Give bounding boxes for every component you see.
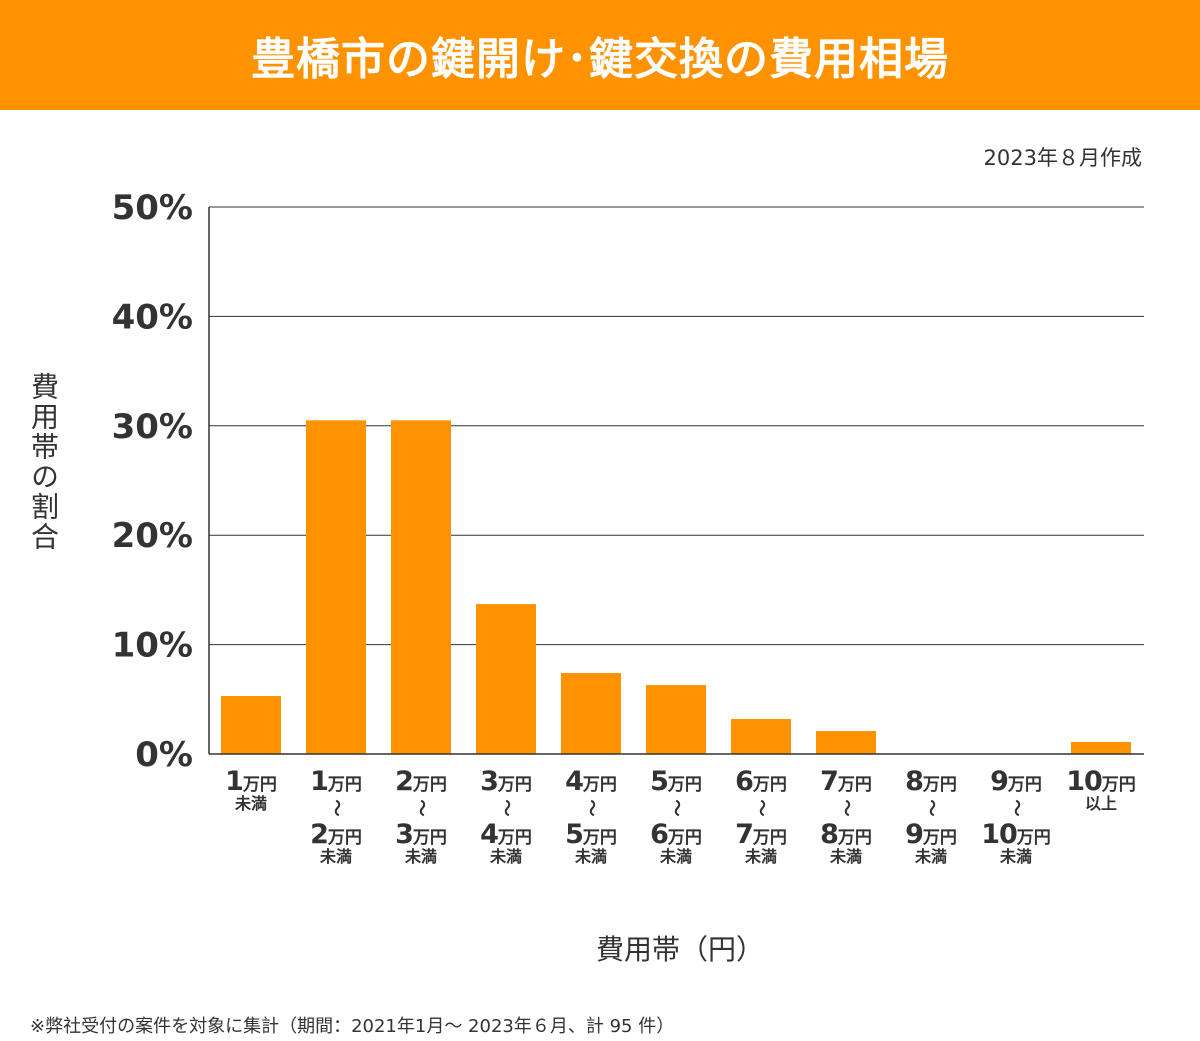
bar	[561, 673, 621, 754]
tick-unit: 万円	[667, 775, 702, 795]
tick-number: 8	[905, 766, 924, 797]
tick-suffix: 未満	[999, 847, 1032, 866]
tick-unit: 万円	[667, 828, 702, 848]
tick-number: 9	[990, 766, 1009, 797]
tick-unit: 万円	[752, 828, 787, 848]
tick-suffix: 未満	[659, 847, 692, 866]
tick-suffix: 未満	[574, 847, 607, 866]
tick-number: 7	[735, 819, 754, 850]
tick-number: 4	[565, 766, 584, 797]
range-tilde: 〜	[326, 799, 346, 817]
tick-unit: 万円	[582, 828, 617, 848]
y-tick-label: 0%	[135, 735, 193, 775]
tick-number: 4	[480, 819, 499, 850]
range-tilde: 〜	[836, 799, 856, 817]
x-axis-label: 費用帯（円）	[595, 933, 764, 966]
range-tilde: 〜	[1006, 799, 1026, 817]
tick-suffix: 未満	[234, 794, 267, 813]
tick-suffix: 以上	[1084, 794, 1117, 813]
y-tick-label: 20%	[112, 516, 193, 556]
x-tick-label: 1万円〜 2万円 未満	[294, 768, 378, 865]
x-tick-label: 4万円〜 5万円 未満	[549, 768, 633, 865]
tick-number: 3	[395, 819, 414, 850]
chart-title: 豊橋市の鍵開け･鍵交換の費用相場	[251, 34, 949, 85]
tick-unit: 万円	[837, 775, 872, 795]
tick-number: 2	[395, 766, 414, 797]
tick-suffix: 未満	[489, 847, 522, 866]
tick-unit: 万円	[412, 775, 447, 795]
range-tilde: 〜	[921, 799, 941, 817]
tick-unit: 万円	[1016, 828, 1051, 848]
y-tick-label: 10%	[112, 626, 193, 666]
tick-unit: 万円	[582, 775, 617, 795]
x-tick-label: 1万円 未満	[209, 768, 293, 812]
y-axis-label: 費用帯の割合	[27, 372, 60, 552]
tick-unit: 万円	[327, 775, 362, 795]
range-tilde: 〜	[751, 799, 771, 817]
bar	[816, 731, 876, 754]
bar	[306, 420, 366, 754]
bar	[731, 718, 791, 754]
bar	[646, 685, 706, 754]
x-tick-label: 9万円〜 10万円 未満	[974, 768, 1058, 865]
date-note: 2023年８月作成	[983, 146, 1142, 170]
bar	[476, 604, 536, 754]
y-tick-label: 30%	[112, 407, 193, 447]
tick-number: 7	[820, 766, 839, 797]
x-tick-label: 10万円 以上	[1059, 768, 1143, 812]
bar	[221, 696, 281, 754]
tick-number: 6	[650, 819, 669, 850]
range-tilde: 〜	[666, 799, 686, 817]
tick-number: 9	[905, 819, 924, 850]
tick-number: 1	[225, 766, 244, 797]
footnote: ※弊社受付の案件を対象に集計（期間：2021年1月～ 2023年６月、計 95 …	[30, 1016, 675, 1037]
tick-number: 1	[310, 766, 329, 797]
x-tick-label: 6万円〜 7万円 未満	[719, 768, 803, 865]
x-tick-label: 8万円〜 9万円 未満	[889, 768, 973, 865]
bar	[1071, 741, 1131, 754]
tick-number: 8	[820, 819, 839, 850]
tick-unit: 万円	[922, 775, 957, 795]
tick-number: 5	[565, 819, 584, 850]
tick-number: 10	[981, 819, 1018, 850]
tick-unit: 万円	[242, 775, 277, 795]
title-banner: 豊橋市の鍵開け･鍵交換の費用相場	[0, 0, 1200, 110]
tick-number: 10	[1066, 766, 1103, 797]
tick-unit: 万円	[922, 828, 957, 848]
x-tick-label: 5万円〜 6万円 未満	[634, 768, 718, 865]
tick-suffix: 未満	[914, 847, 947, 866]
y-tick-label: 50%	[112, 188, 193, 228]
x-tick-label: 7万円〜 8万円 未満	[804, 768, 888, 865]
tick-number: 3	[480, 766, 499, 797]
tick-number: 5	[650, 766, 669, 797]
tick-suffix: 未満	[319, 847, 352, 866]
range-tilde: 〜	[496, 799, 516, 817]
tick-number: 2	[310, 819, 329, 850]
tick-unit: 万円	[412, 828, 447, 848]
x-tick-label: 3万円〜 4万円 未満	[464, 768, 548, 865]
tick-number: 6	[735, 766, 754, 797]
tick-unit: 万円	[1101, 775, 1136, 795]
tick-suffix: 未満	[404, 847, 437, 866]
tick-unit: 万円	[497, 775, 532, 795]
bar	[391, 420, 451, 754]
y-tick-label: 40%	[112, 297, 193, 337]
range-tilde: 〜	[581, 799, 601, 817]
tick-suffix: 未満	[744, 847, 777, 866]
tick-unit: 万円	[752, 775, 787, 795]
x-tick-label: 2万円〜 3万円 未満	[379, 768, 463, 865]
range-tilde: 〜	[411, 799, 431, 817]
tick-unit: 万円	[497, 828, 532, 848]
tick-unit: 万円	[327, 828, 362, 848]
tick-suffix: 未満	[829, 847, 862, 866]
tick-unit: 万円	[1007, 775, 1042, 795]
tick-unit: 万円	[837, 828, 872, 848]
